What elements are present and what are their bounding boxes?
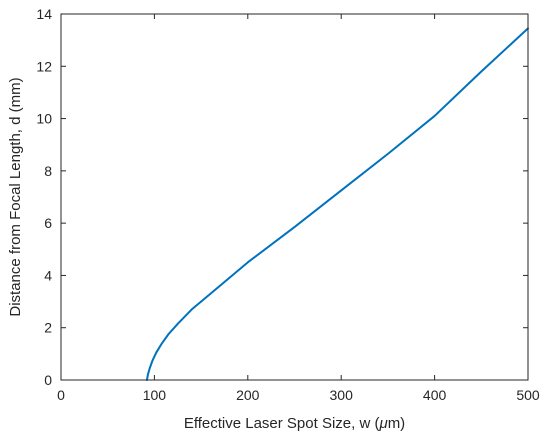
- x-tick-label: 500: [516, 387, 540, 403]
- x-axis-title-greek: μ: [378, 415, 387, 432]
- y-tick-label: 4: [44, 267, 52, 283]
- x-axis-title-main: Effective Laser Spot Size, w (: [184, 415, 380, 432]
- tick-marks: [60, 13, 529, 381]
- y-tick-label: 6: [44, 215, 52, 231]
- y-tick-label: 10: [36, 111, 52, 127]
- y-tick-label: 8: [44, 163, 52, 179]
- y-tick-label: 14: [36, 6, 52, 22]
- y-tick-label: 12: [36, 58, 52, 74]
- plot-frame: [60, 13, 529, 381]
- x-tick-label: 100: [143, 387, 167, 403]
- y-tick-label: 2: [44, 320, 52, 336]
- y-tick-label: 0: [44, 372, 52, 388]
- x-tick-label: 300: [330, 387, 354, 403]
- series-line: [145, 27, 529, 381]
- y-axis-title: Distance from Focal Length, d (mm): [7, 77, 24, 316]
- tick-labels: 0 100 200 300 400 500 0 2 4 6 8 10 12 14: [36, 6, 539, 403]
- x-tick-label: 200: [236, 387, 260, 403]
- x-tick-label: 0: [57, 387, 65, 403]
- x-tick-label: 400: [423, 387, 447, 403]
- x-axis-title-tail: m): [388, 415, 406, 432]
- x-axis-title: Effective Laser Spot Size, w (μm): [184, 415, 405, 432]
